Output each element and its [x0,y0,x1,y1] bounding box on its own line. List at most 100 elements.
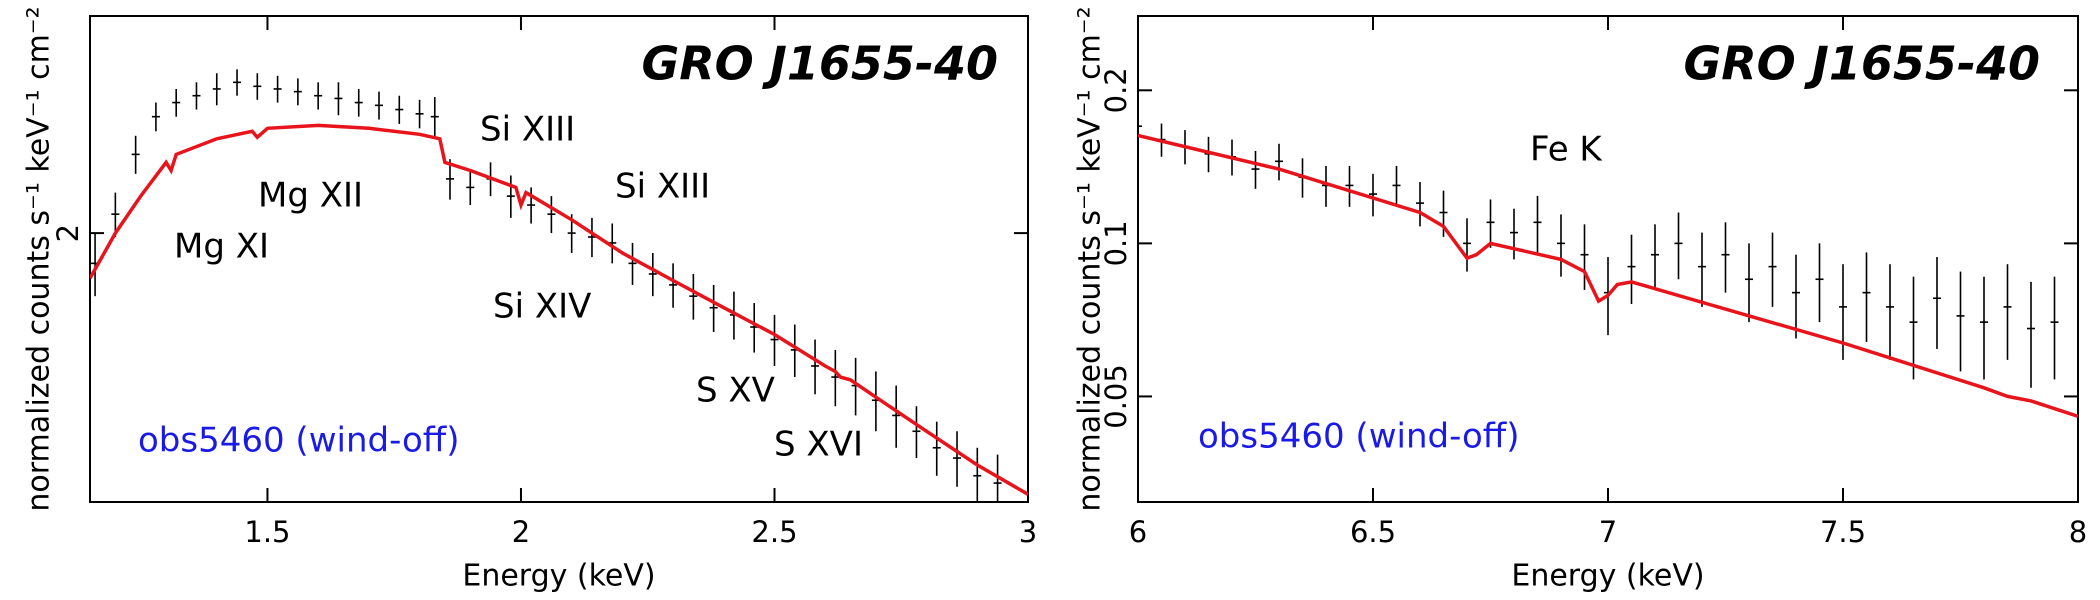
error-bar [912,406,921,459]
error-bar [669,263,678,308]
annotation: Mg XI [174,227,269,267]
annotation: Si XIII [615,167,710,207]
error-bar [131,135,140,174]
chart-title: GRO J1655-40 [641,37,998,91]
error-bar [1956,271,1965,372]
annotation: Si XIII [480,110,575,150]
error-bar [648,252,657,297]
x-tick-label: 7.5 [1820,515,1866,549]
error-bar [953,431,962,487]
error-bar [192,82,201,110]
error-bar [375,91,384,120]
error-bar [993,454,1002,502]
x-tick-label: 1.5 [244,515,290,549]
error-bar [1345,165,1354,207]
error-bar [628,242,637,285]
error-bar [1815,243,1824,323]
error-bar [1792,254,1800,339]
error-bar [587,217,596,258]
error-bar [1369,173,1377,217]
error-bar [1275,143,1283,181]
error-bar [1768,232,1777,307]
error-bar [547,196,556,234]
annotation: Si XIV [493,287,591,327]
error-bar [253,73,262,100]
chart-title: GRO J1655-40 [1683,37,2040,91]
x-axis-label: Energy (keV) [462,559,655,594]
error-bar [770,314,779,366]
error-bar [1651,224,1659,290]
data-points [1138,111,2078,418]
error-bar [466,170,475,206]
error-bar [151,102,160,132]
error-bar [1486,199,1495,248]
y-tick-label: 2 [51,224,85,242]
y-axis-label: normalized counts s⁻¹ keV⁻¹ cm⁻² [22,6,57,511]
error-bar [212,73,221,106]
error-bar [1980,276,1988,380]
observation-label: obs5460 (wind-off) [138,421,459,461]
x-tick-label: 2 [512,515,530,549]
error-bar [1392,165,1401,207]
error-bar [1138,111,1142,143]
error-bar [1698,232,1706,307]
error-bar [314,82,323,110]
error-bar [973,447,982,502]
error-bar [689,273,698,320]
error-bar [1862,252,1871,342]
error-bar [1463,218,1471,272]
plot-frame [89,15,1029,503]
y-axis-label: normalized counts s⁻¹ keV⁻¹ cm⁻² [1073,6,1108,511]
error-bar [293,78,302,106]
x-tick-label: 6 [1129,515,1147,549]
error-bar [2027,281,2035,388]
x-tick-label: 7 [1599,515,1617,549]
error-bar [1557,214,1565,277]
error-bar [111,192,120,237]
error-bar [172,88,181,117]
observation-label: obs5460 (wind-off) [1198,417,1519,457]
error-bar [273,75,282,103]
error-bar [1745,243,1753,323]
annotation: S XVI [774,425,863,465]
x-tick-label: 6.5 [1350,515,1396,549]
error-bar [1886,264,1894,360]
error-bar [506,175,515,218]
error-bar [1721,222,1730,293]
error-bar [709,284,718,332]
error-bar [1627,234,1636,304]
error-bar [1416,182,1424,227]
error-bar [354,88,363,117]
error-bar [430,97,439,138]
annotation: Mg XII [258,176,363,216]
panel: 1.5 2 2.5 3 2 Energy (keV) normalized counts s… [22,6,1038,593]
error-bar [1510,208,1518,260]
error-bar [1580,224,1589,290]
error-bar [1322,165,1330,207]
x-axis-label: Energy (keV) [1511,559,1704,594]
error-bar [445,159,454,200]
x-tick-label: 2.5 [751,515,797,549]
error-bar [1251,150,1260,189]
error-bar [871,371,880,432]
error-bar [415,99,424,129]
error-bar [395,95,404,124]
error-bar [932,421,941,476]
panel: 6 6.5 7 7.5 8 0.05 0.1 0.2 Energy (keV) normalize… [1073,6,2088,593]
error-bar [1933,257,1941,349]
x-tick-label: 3 [1019,515,1037,549]
error-bar [527,187,536,224]
annotation: Fe K [1530,130,1603,170]
error-bar [1674,212,1683,280]
error-bar [1909,276,1918,380]
error-bar [334,82,343,116]
data-points [90,69,1028,502]
model-line [1138,133,2078,418]
error-bar [811,339,820,395]
error-bar [2050,276,2059,380]
error-bar [750,303,759,353]
error-bar [1533,195,1542,253]
y-tick-label: 0.1 [1099,220,1133,266]
